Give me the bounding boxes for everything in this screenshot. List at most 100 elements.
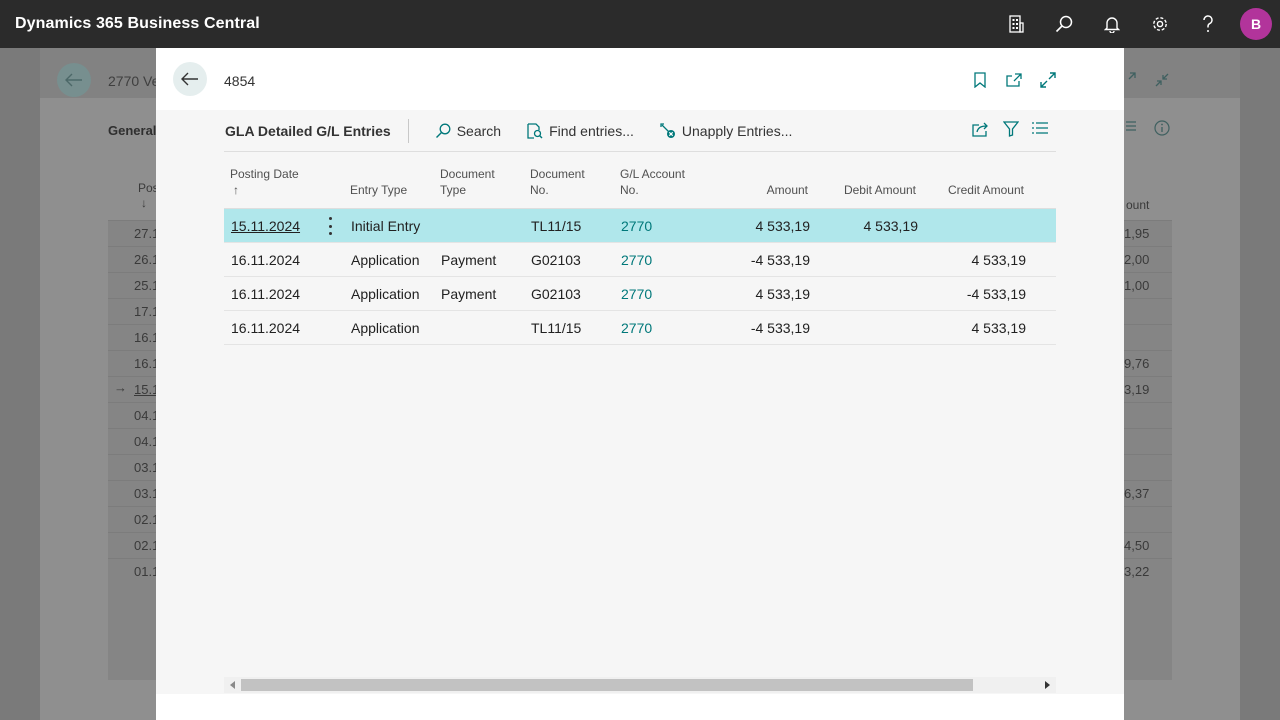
unapply-icon bbox=[660, 122, 675, 138]
cell-entry-type: Application bbox=[351, 320, 420, 336]
dialog-header-icons bbox=[970, 70, 1058, 90]
table-row[interactable]: 16.11.2024 Application TL11/15 2770 -4 533,1… bbox=[224, 311, 1056, 345]
background-row-date: 27.1 bbox=[134, 226, 160, 241]
cell-amount: 4 533,19 bbox=[755, 218, 811, 234]
background-row-date: 03.1 bbox=[134, 460, 160, 475]
unapply-entries-button[interactable]: Unapply Entries... bbox=[660, 122, 793, 139]
column-posting-date[interactable]: Posting Date ↑ bbox=[230, 166, 299, 198]
dialog-title: 4854 bbox=[224, 73, 256, 89]
bell-icon[interactable] bbox=[1088, 0, 1136, 48]
column-document-no-line2: No. bbox=[530, 183, 549, 197]
table-row[interactable]: 16.11.2024 Application Payment G02103 2770 4 … bbox=[224, 277, 1056, 311]
cell-entry-type: Application bbox=[351, 286, 420, 302]
background-row-amount: 6,37 bbox=[1124, 486, 1150, 501]
company-icon[interactable] bbox=[992, 0, 1040, 48]
background-row-amount: 1,95 bbox=[1124, 226, 1150, 241]
background-tab-general: General bbox=[108, 123, 157, 138]
page-caption[interactable]: GLA Detailed G/L Entries bbox=[225, 122, 391, 139]
app-bar: Dynamics 365 Business Central B bbox=[0, 0, 1280, 48]
current-row-arrow-icon: → bbox=[114, 380, 127, 395]
column-credit-amount[interactable]: Credit Amount bbox=[947, 183, 1024, 197]
cell-credit-amount: -4 533,19 bbox=[966, 286, 1026, 302]
bookmark-icon[interactable] bbox=[970, 70, 990, 90]
cell-posting-date: 16.11.2024 bbox=[231, 286, 301, 302]
column-posting-date-label: Posting Date bbox=[230, 167, 299, 181]
column-gl-account-no[interactable]: G/L Account No. bbox=[620, 166, 685, 198]
column-document-no-line1: Document bbox=[530, 167, 585, 181]
cell-document-no: G02103 bbox=[531, 286, 581, 302]
list-view-icon[interactable] bbox=[1032, 121, 1048, 135]
find-entries-button[interactable]: Find entries... bbox=[527, 123, 634, 139]
dialog-body bbox=[156, 110, 1124, 694]
search-button-label: Search bbox=[456, 122, 502, 139]
app-bar-icons: B bbox=[992, 0, 1280, 48]
background-row-amount: 3,22 bbox=[1124, 564, 1150, 579]
unapply-entries-label: Unapply Entries... bbox=[681, 122, 793, 139]
column-entry-type[interactable]: Entry Type bbox=[350, 183, 408, 197]
app-title[interactable]: Dynamics 365 Business Central bbox=[15, 15, 260, 32]
background-sort-arrow: ↓ bbox=[141, 196, 147, 210]
scroll-left-arrow-icon[interactable] bbox=[230, 681, 235, 689]
cell-credit-amount: 4 533,19 bbox=[971, 252, 1027, 268]
column-gl-account-line1: G/L Account bbox=[620, 167, 685, 181]
background-row-date: 03.1 bbox=[134, 486, 160, 501]
column-document-type-line1: Document bbox=[440, 167, 495, 181]
gear-icon[interactable] bbox=[1136, 0, 1184, 48]
cell-entry-type: Application bbox=[351, 252, 420, 268]
background-row-amount: 3,19 bbox=[1124, 382, 1150, 397]
help-icon[interactable] bbox=[1184, 0, 1232, 48]
horizontal-scrollbar[interactable] bbox=[224, 677, 1056, 693]
filter-icon[interactable] bbox=[1003, 121, 1019, 137]
cell-amount: -4 533,19 bbox=[750, 252, 810, 268]
user-avatar[interactable]: B bbox=[1240, 8, 1272, 40]
back-arrow-icon bbox=[65, 73, 82, 87]
cell-debit-amount: 4 533,19 bbox=[863, 218, 919, 234]
cell-posting-date: 16.11.2024 bbox=[231, 320, 301, 336]
table-row[interactable]: 16.11.2024 Application Payment G02103 2770 -4… bbox=[224, 243, 1056, 277]
background-row-amount: 1,00 bbox=[1124, 278, 1150, 293]
column-debit-amount[interactable]: Debit Amount bbox=[843, 183, 916, 197]
cell-credit-amount: 4 533,19 bbox=[971, 320, 1027, 336]
background-page-title: 2770 Ve bbox=[108, 73, 160, 89]
column-document-type[interactable]: Document Type bbox=[440, 166, 495, 198]
action-bar-right-icons bbox=[972, 121, 1048, 137]
cell-gl-account-no[interactable]: 2770 bbox=[621, 286, 653, 302]
cell-document-no: G02103 bbox=[531, 252, 581, 268]
search-icon[interactable] bbox=[1040, 0, 1088, 48]
grid-rows: 15.11.2024 Initial Entry TL11/15 2770 4 533,… bbox=[224, 209, 1056, 345]
find-entries-label: Find entries... bbox=[549, 122, 634, 139]
column-document-type-line2: Type bbox=[440, 183, 467, 197]
table-row[interactable]: 15.11.2024 Initial Entry TL11/15 2770 4 533,… bbox=[224, 209, 1056, 243]
background-row-date: 16.1 bbox=[134, 330, 160, 345]
action-divider bbox=[407, 118, 409, 143]
back-arrow-icon bbox=[181, 72, 198, 86]
action-bar: GLA Detailed G/L Entries Search Find ent… bbox=[224, 110, 1056, 152]
cell-gl-account-no[interactable]: 2770 bbox=[621, 252, 653, 268]
cell-document-no: TL11/15 bbox=[531, 320, 582, 336]
search-icon bbox=[435, 123, 451, 138]
cell-entry-type: Initial Entry bbox=[351, 218, 421, 234]
open-new-window-icon[interactable] bbox=[1004, 70, 1024, 90]
cell-gl-account-no[interactable]: 2770 bbox=[621, 320, 653, 336]
background-header-icons bbox=[1122, 72, 1170, 88]
scrollbar-thumb[interactable] bbox=[241, 679, 973, 691]
back-button[interactable] bbox=[173, 62, 207, 96]
cell-posting-date[interactable]: 15.11.2024 bbox=[231, 218, 301, 234]
expand-icon[interactable] bbox=[1038, 70, 1058, 90]
background-toolbar-icons bbox=[1122, 120, 1170, 136]
column-amount[interactable]: Amount bbox=[766, 183, 808, 197]
search-button[interactable]: Search bbox=[435, 123, 501, 139]
scroll-right-arrow-icon[interactable] bbox=[1045, 681, 1050, 689]
collapse-icon bbox=[1155, 73, 1169, 87]
cell-amount: -4 533,19 bbox=[750, 320, 810, 336]
list-icon bbox=[1122, 121, 1136, 131]
background-row-amount: 2,00 bbox=[1124, 252, 1150, 267]
row-actions-icon[interactable] bbox=[328, 217, 332, 235]
cell-gl-account-no[interactable]: 2770 bbox=[621, 218, 653, 234]
background-row-date: 02.1 bbox=[134, 512, 160, 527]
background-row-date: 02.1 bbox=[134, 538, 160, 553]
column-document-no[interactable]: Document No. bbox=[530, 166, 585, 198]
background-row-date: 16.1 bbox=[134, 356, 160, 371]
share-icon[interactable] bbox=[972, 121, 990, 137]
open-new-window-icon bbox=[1128, 72, 1136, 80]
